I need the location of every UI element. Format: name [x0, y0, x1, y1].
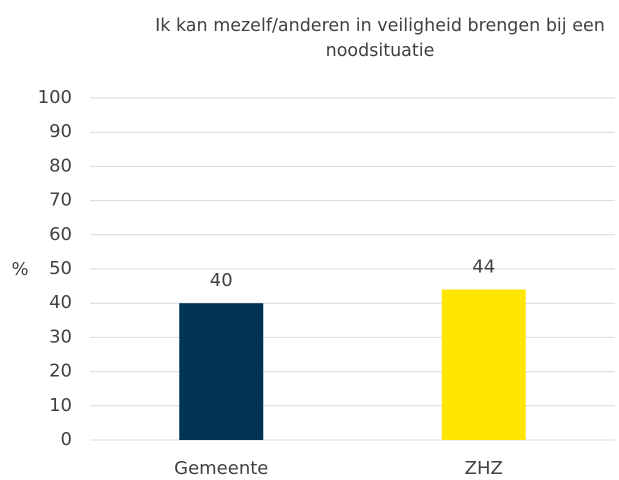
x-tick-label: ZHZ	[465, 458, 503, 479]
chart-title: Ik kan mezelf/anderen in veiligheid bren…	[155, 16, 605, 61]
y-tick-label: 50	[49, 258, 72, 279]
data-label: 44	[472, 257, 495, 278]
y-tick-label: 90	[49, 121, 72, 142]
y-tick-label: 40	[49, 292, 72, 313]
y-tick-label: 60	[49, 224, 72, 245]
y-tick-label: 30	[49, 326, 72, 347]
y-axis-label: %	[11, 259, 28, 280]
y-tick-label: 20	[49, 361, 72, 382]
x-tick-label: Gemeente	[174, 458, 268, 479]
bar	[179, 303, 264, 440]
y-tick-label: 0	[61, 429, 72, 450]
y-tick-label: 100	[38, 87, 72, 108]
y-tick-label: 10	[49, 395, 72, 416]
y-tick-label: 80	[49, 155, 72, 176]
y-tick-label: 70	[49, 190, 72, 211]
data-label: 40	[210, 270, 233, 291]
bar	[441, 289, 526, 440]
